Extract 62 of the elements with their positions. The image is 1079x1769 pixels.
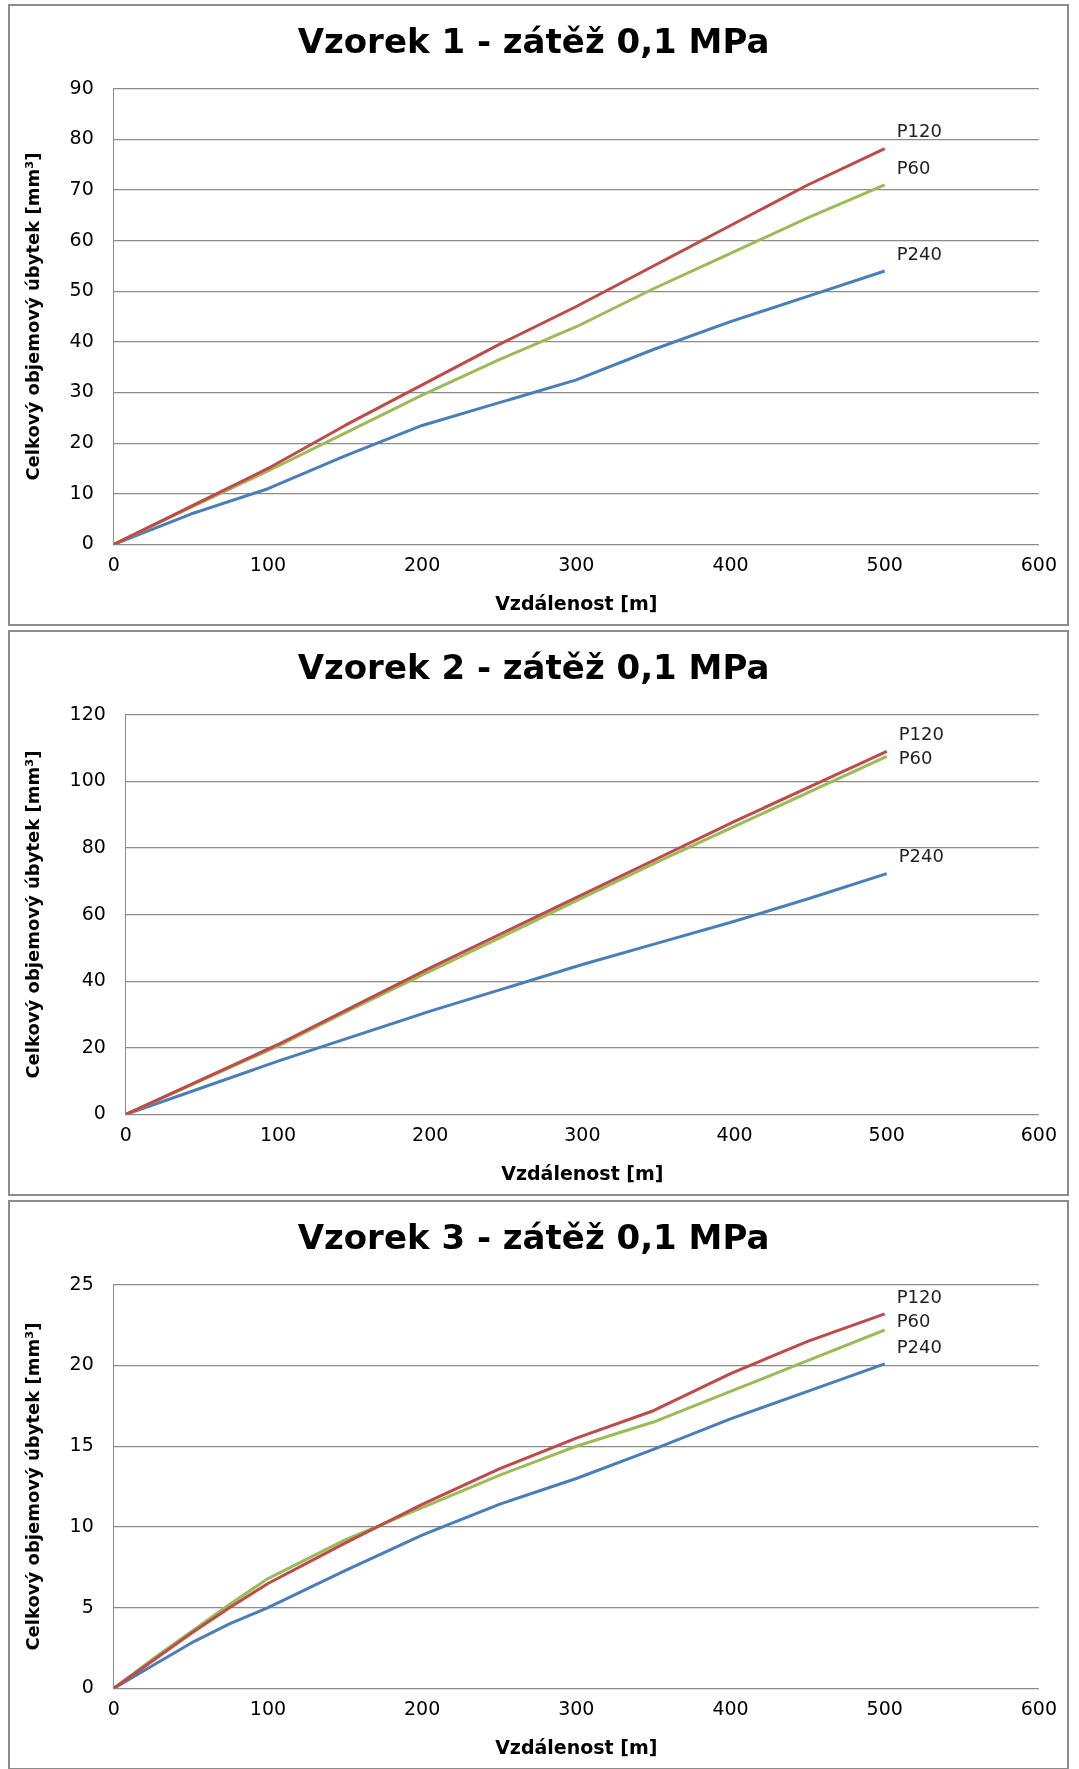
chart-title: Vzorek 1 - zátěž 0,1 MPa	[297, 21, 770, 62]
y-tick-label: 10	[69, 480, 94, 503]
y-tick-label: 0	[81, 1675, 94, 1698]
y-axis-title: Celkový objemový úbytek [mm³]	[22, 152, 44, 481]
y-tick-label: 20	[69, 430, 94, 453]
x-tick-label: 500	[866, 1696, 903, 1719]
y-tick-label: 20	[69, 1352, 94, 1375]
y-tick-label: 80	[69, 126, 94, 149]
y-tick-label: 15	[69, 1433, 94, 1456]
y-tick-label: 50	[69, 278, 94, 301]
y-tick-label: 60	[81, 901, 106, 924]
series-label: P240	[898, 845, 944, 867]
chart-title: Vzorek 3 - zátěž 0,1 MPa	[297, 1217, 770, 1258]
x-tick-label: 400	[716, 1122, 753, 1145]
x-tick-label: 600	[1020, 1696, 1057, 1719]
x-tick-label: 600	[1020, 552, 1057, 575]
y-tick-label: 80	[81, 834, 106, 857]
x-tick-label: 500	[868, 1122, 905, 1145]
x-tick-label: 100	[259, 1122, 297, 1145]
y-tick-label: 30	[69, 379, 94, 402]
series-label: P240	[896, 242, 942, 264]
x-tick-label: 200	[404, 552, 441, 575]
y-tick-label: 10	[69, 1513, 94, 1536]
series-label: P120	[896, 1285, 942, 1307]
x-axis-title: Vzdálenost [m]	[501, 1161, 664, 1184]
y-tick-label: 5	[81, 1594, 94, 1617]
y-tick-label: 90	[69, 75, 94, 98]
y-tick-label: 25	[69, 1271, 94, 1294]
x-tick-label: 500	[866, 552, 903, 575]
x-tick-label: 600	[1020, 1122, 1057, 1145]
x-tick-label: 100	[249, 552, 287, 575]
series-label: P120	[898, 723, 944, 745]
x-tick-label: 300	[558, 552, 595, 575]
y-tick-label: 0	[81, 531, 94, 554]
y-axis-title: Celkový objemový úbytek [mm³]	[22, 750, 44, 1079]
y-tick-label: 60	[69, 227, 94, 250]
x-tick-label: 300	[558, 1696, 595, 1719]
y-axis-title: Celkový objemový úbytek [mm³]	[22, 1322, 44, 1651]
y-tick-label: 20	[81, 1034, 106, 1057]
x-tick-label: 0	[119, 1122, 132, 1145]
x-axis-title: Vzdálenost [m]	[495, 591, 658, 614]
x-tick-label: 200	[404, 1696, 441, 1719]
y-tick-label: 100	[69, 768, 106, 791]
x-tick-label: 400	[712, 552, 749, 575]
y-tick-label: 120	[69, 701, 106, 724]
x-axis-title: Vzdálenost [m]	[495, 1735, 658, 1758]
x-tick-label: 0	[107, 1696, 120, 1719]
y-tick-label: 40	[69, 328, 94, 351]
series-label: P240	[896, 1335, 942, 1357]
x-tick-label: 400	[712, 1696, 749, 1719]
series-label: P120	[896, 120, 942, 142]
x-tick-label: 100	[249, 1696, 287, 1719]
x-tick-label: 0	[107, 552, 120, 575]
x-tick-label: 200	[412, 1122, 449, 1145]
series-label: P60	[896, 1309, 931, 1331]
y-tick-label: 40	[81, 968, 106, 991]
chart-title: Vzorek 2 - zátěž 0,1 MPa	[297, 647, 770, 688]
x-tick-label: 300	[564, 1122, 601, 1145]
series-label: P60	[898, 747, 933, 769]
y-tick-label: 0	[93, 1101, 106, 1124]
series-label: P60	[896, 156, 931, 178]
y-tick-label: 70	[69, 176, 94, 199]
